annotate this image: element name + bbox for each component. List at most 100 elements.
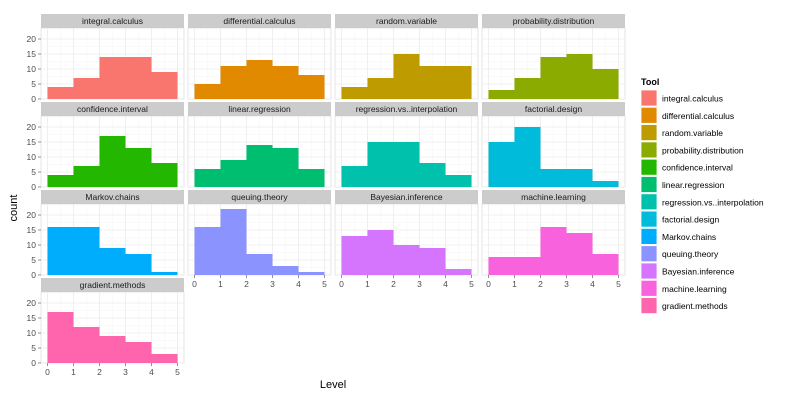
histogram-bar [220, 66, 247, 99]
histogram-bar [445, 66, 472, 99]
legend-label: Bayesian.inference [662, 267, 735, 277]
histogram-bar [99, 336, 126, 363]
facet-strip-label: Bayesian.inference [370, 192, 443, 202]
facet-strip-label: machine.learning [521, 192, 586, 202]
x-tick-label: 1 [218, 279, 223, 289]
x-tick-label: 5 [322, 279, 327, 289]
y-tick-label: 20 [27, 34, 37, 44]
y-tick-label: 10 [27, 152, 37, 162]
legend-label: integral.calculus [662, 94, 723, 104]
legend-label: probability.distribution [662, 145, 744, 155]
facet-strip-label: differential.calculus [223, 16, 295, 26]
facet-panel: probability.distribution [481, 14, 626, 100]
facet-strip [188, 190, 331, 204]
histogram-bar [540, 169, 567, 187]
histogram-bar [488, 257, 515, 275]
histogram-bar [125, 148, 152, 187]
x-tick-label: 0 [45, 367, 50, 377]
histogram-bar [194, 84, 221, 99]
histogram-bar [73, 166, 100, 187]
legend-key [640, 193, 658, 211]
histogram-bar [341, 166, 368, 187]
histogram-bar [220, 160, 247, 187]
legend-label: machine.learning [662, 284, 727, 294]
histogram-bar [298, 75, 325, 99]
x-tick-label: 4 [590, 279, 595, 289]
histogram-bar [566, 233, 593, 275]
legend-item: confidence.interval [640, 158, 733, 176]
histogram-bar [99, 136, 126, 187]
histogram-bar [419, 163, 446, 187]
y-tick-label: 0 [31, 358, 36, 368]
facet-strip [335, 102, 478, 116]
facet-strip-label: integral.calculus [82, 16, 143, 26]
histogram-bar [47, 312, 74, 363]
facet-strip [335, 14, 478, 28]
y-tick-label: 0 [31, 94, 36, 104]
facet-strip [188, 14, 331, 28]
legend-key [640, 176, 658, 193]
histogram-bar [566, 169, 593, 187]
x-tick-label: 4 [443, 279, 448, 289]
facet-strip-label: factorial.design [525, 104, 582, 114]
legend-label: regression.vs..interpolation [662, 197, 764, 207]
x-tick-label: 3 [270, 279, 275, 289]
facet-panel: confidence.interval 0 5 10 15 20 [27, 102, 185, 192]
histogram-bar [272, 148, 299, 187]
legend-item: Markov.chains [640, 227, 716, 245]
y-tick-label: 5 [31, 343, 36, 353]
legend-item: differential.calculus [640, 106, 734, 124]
facet-panel: Markov.chains 0 5 10 15 20 [27, 190, 185, 280]
histogram-bar [592, 69, 619, 99]
histogram-bar [272, 66, 299, 99]
histogram-bar [194, 169, 221, 187]
histogram-bar [592, 254, 619, 275]
x-tick-label: 5 [616, 279, 621, 289]
facet-strip-label: linear.regression [228, 104, 291, 114]
histogram-bar [99, 248, 126, 275]
facet-strip-label: random.variable [376, 16, 437, 26]
histogram-bar [246, 254, 273, 275]
legend-key [640, 141, 658, 159]
facet-strip [41, 278, 184, 292]
histogram-bar [194, 227, 221, 275]
legend-item: machine.learning [640, 279, 727, 297]
histogram-bar [445, 175, 472, 187]
facet-strip-label: queuing.theory [231, 192, 288, 202]
legend-item: integral.calculus [640, 89, 723, 107]
y-tick-label: 0 [31, 182, 36, 192]
histogram-bar [367, 142, 394, 187]
legend-item: probability.distribution [640, 141, 744, 159]
legend-item: Bayesian.inference [640, 262, 735, 280]
histogram-bar [99, 57, 126, 99]
legend-label: factorial.design [662, 215, 719, 225]
y-tick-label: 5 [31, 79, 36, 89]
histogram-bar [367, 78, 394, 99]
y-tick-label: 10 [27, 64, 37, 74]
legend-item: gradient.methods [640, 297, 728, 315]
histogram-bar [151, 72, 178, 99]
legend-label: gradient.methods [662, 301, 728, 311]
facet-panel: differential.calculus [187, 14, 332, 100]
histogram-bar [341, 87, 368, 99]
y-tick-label: 15 [27, 313, 37, 323]
histogram-bar [592, 181, 619, 187]
histogram-bar [419, 248, 446, 275]
histogram-bar [47, 227, 74, 275]
y-tick-label: 20 [27, 210, 37, 220]
legend-label: queuing.theory [662, 249, 719, 259]
histogram-bar [445, 269, 472, 275]
histogram-bar [246, 145, 273, 187]
x-tick-label: 2 [538, 279, 543, 289]
x-tick-label: 1 [512, 279, 517, 289]
x-tick-label: 0 [192, 279, 197, 289]
histogram-bar [393, 142, 420, 187]
facet-panel: machine.learning 0 1 2 3 4 5 [481, 190, 626, 289]
facet-strip-label: regression.vs..interpolation [356, 104, 458, 114]
histogram-bar [125, 342, 152, 363]
facet-panel: regression.vs..interpolation [334, 102, 479, 188]
x-tick-label: 3 [417, 279, 422, 289]
histogram-bar [151, 272, 178, 275]
y-tick-label: 10 [27, 240, 37, 250]
legend-key [640, 158, 658, 176]
